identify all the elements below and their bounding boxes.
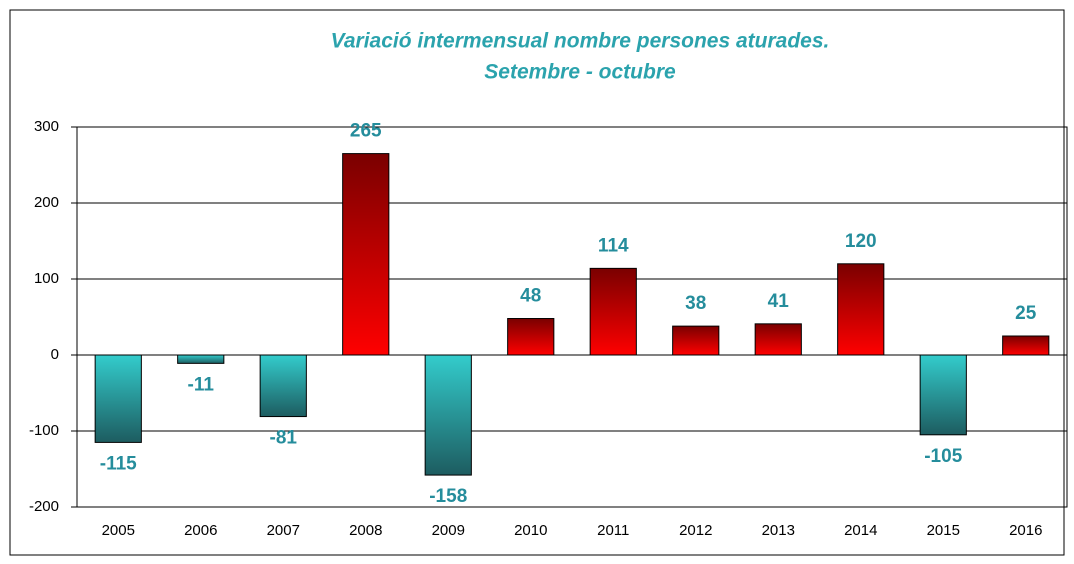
y-tick-label: 0 <box>51 346 59 363</box>
y-tick-label: 300 <box>34 118 59 135</box>
value-label: 48 <box>520 286 541 307</box>
value-label: 38 <box>685 293 706 314</box>
bar <box>94 354 142 443</box>
bar <box>837 263 885 356</box>
bar <box>919 354 967 436</box>
bar <box>259 354 307 418</box>
x-tick-label: 2013 <box>762 522 795 539</box>
y-tick-label: 200 <box>34 194 59 211</box>
x-tick-label: 2016 <box>1009 522 1042 539</box>
x-tick-label: 2015 <box>927 522 960 539</box>
bar <box>507 318 555 356</box>
value-label: 120 <box>845 231 877 252</box>
value-label: -158 <box>429 486 467 507</box>
value-label: -81 <box>270 428 298 449</box>
value-label: 265 <box>350 121 382 142</box>
x-tick-label: 2006 <box>184 522 217 539</box>
bar <box>424 354 472 476</box>
bar <box>754 323 802 356</box>
chart-subtitle: Setembre - octubre <box>484 61 676 84</box>
bar <box>589 267 637 356</box>
x-tick-label: 2010 <box>514 522 547 539</box>
value-label: -105 <box>924 446 962 467</box>
value-label: 41 <box>768 291 790 312</box>
x-tick-label: 2009 <box>432 522 465 539</box>
y-tick-label: -100 <box>29 422 59 439</box>
bar <box>342 153 390 356</box>
x-tick-label: 2012 <box>679 522 712 539</box>
bar <box>1002 335 1050 356</box>
x-tick-label: 2008 <box>349 522 382 539</box>
y-tick-label: 100 <box>34 270 59 287</box>
bar <box>177 354 225 364</box>
value-label: -11 <box>188 374 215 395</box>
x-tick-label: 2014 <box>844 522 877 539</box>
bar <box>672 325 720 356</box>
chart-frame <box>9 9 1065 556</box>
value-label: 25 <box>1015 303 1037 324</box>
y-tick-label: -200 <box>29 498 59 515</box>
value-label: 114 <box>598 235 629 256</box>
x-tick-label: 2007 <box>267 522 300 539</box>
value-label: -115 <box>100 453 137 474</box>
x-tick-label: 2011 <box>597 522 629 539</box>
x-tick-label: 2005 <box>102 522 135 539</box>
chart-title: Variació intermensual nombre persones at… <box>331 30 830 53</box>
